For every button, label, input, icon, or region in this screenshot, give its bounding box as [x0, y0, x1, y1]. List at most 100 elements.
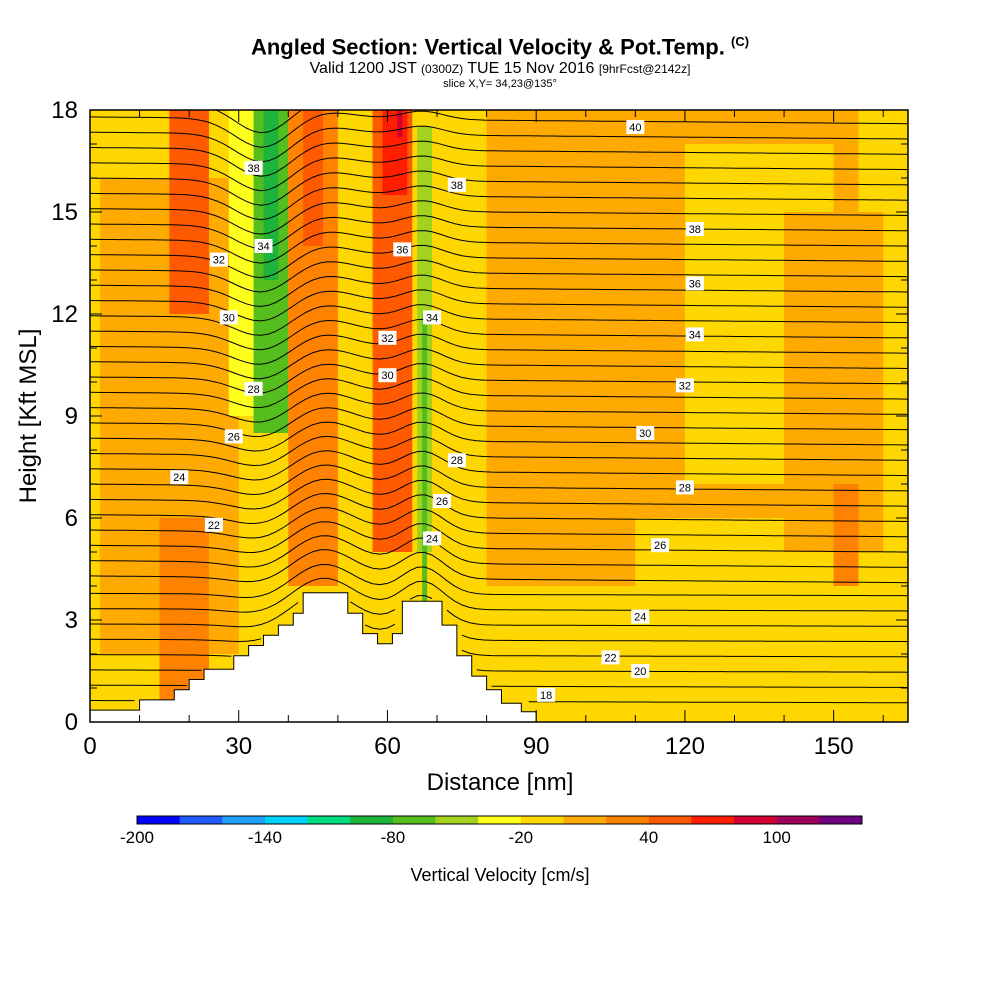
theta-contour-line [90, 478, 908, 510]
title-unit: (C) [731, 34, 750, 49]
contour-label-bg [204, 517, 223, 532]
theta-contour-line [90, 492, 908, 525]
contour-label: 38 [247, 163, 259, 175]
x-tick-label: 120 [665, 733, 705, 760]
theta-contour-line [90, 230, 908, 264]
theta-contour-line [90, 363, 908, 394]
contour-label-bg [685, 327, 704, 342]
contour-label: 30 [381, 370, 393, 382]
y-tick-label: 0 [65, 709, 78, 736]
theta-contour-line [90, 535, 908, 568]
contour-label: 28 [247, 384, 259, 396]
colorbar-swatch [776, 816, 820, 824]
theta-contour-line [90, 521, 908, 554]
theta-contour-line [90, 155, 908, 192]
contour-label-bg [631, 664, 650, 678]
contour-label: 38 [451, 180, 463, 192]
contour-label-bg [244, 160, 263, 175]
contour-label-bg [685, 276, 704, 291]
theta-contour-line [90, 549, 908, 584]
theta-contour-line [90, 304, 908, 336]
theta-contour-line [90, 700, 908, 704]
velocity-cell [342, 144, 378, 586]
contour-label-bg [432, 494, 451, 508]
contour-label: 18 [540, 690, 552, 702]
velocity-cell [159, 518, 209, 705]
theta-contour-line [90, 623, 908, 643]
y-tick-label: 3 [65, 607, 78, 634]
colorbar-swatch [691, 816, 735, 824]
theta-contour-line [90, 333, 908, 365]
contour-label: 34 [426, 312, 438, 324]
chart-subtitle: Valid 1200 JST (0300Z) TUE 15 Nov 2016 [… [0, 60, 1000, 78]
contour-label-bg [651, 538, 670, 553]
contour-label: 20 [634, 666, 646, 678]
colorbar-swatch [520, 816, 564, 824]
contour-label-bg [378, 330, 397, 345]
terrain-profile [89, 592, 537, 723]
theta-contours [90, 110, 908, 704]
colorbar-swatch [307, 816, 351, 824]
theta-contour-line [214, 110, 303, 134]
contour-label: 32 [381, 333, 393, 345]
contour-label: 28 [679, 482, 691, 494]
title-text: Angled Section: Vertical Velocity & Pot.… [250, 34, 725, 60]
contour-labels: 40 38 38 38 36 36 34 34 34 32 32 32 30 30 30 28 28 28 26 26… [170, 120, 704, 702]
velocity-cell [382, 110, 408, 195]
contour-label-bg [393, 242, 412, 257]
contour-label: 34 [257, 241, 269, 253]
contour-label-bg [626, 120, 645, 134]
colorbar-swatch [435, 816, 479, 824]
theta-contour-line [90, 507, 908, 539]
theta-contour-line [90, 274, 908, 307]
theta-contour-line [90, 421, 908, 452]
colorbar-tick-label: 40 [639, 828, 658, 847]
contour-label: 24 [426, 533, 438, 545]
contour-label: 24 [173, 472, 185, 484]
contour-label-bg [254, 239, 273, 253]
valid-utc: (0300Z) [421, 62, 464, 76]
colorbar-tick-label: -20 [509, 828, 534, 847]
x-axis-label: Distance [nm] [427, 769, 574, 796]
velocity-cell [397, 110, 403, 138]
y-tick-label: 18 [51, 97, 78, 124]
colorbar-ticks: -200 -140 -80 -20 40 100 [120, 828, 791, 847]
colorbar-swatch [563, 816, 607, 824]
y-tick-label: 9 [65, 403, 78, 430]
terrain [89, 592, 537, 723]
theta-contour-line [90, 110, 908, 148]
contour-label: 34 [689, 329, 701, 341]
contour-label: 32 [213, 255, 225, 267]
contour-label: 36 [396, 244, 408, 256]
colorbar-tick-label: -140 [248, 828, 282, 847]
theta-contour-line [90, 185, 908, 221]
colorbar-tick-label: -200 [120, 828, 154, 847]
theta-contour-line [90, 377, 908, 408]
contour-label-bg [170, 470, 189, 485]
colorbar [136, 815, 863, 825]
theta-contour-line [90, 215, 908, 250]
x-axis: 0 30 60 90 120 150 [83, 110, 884, 760]
velocity-cell [422, 314, 428, 614]
colorbar-swatch [264, 816, 309, 824]
contour-label: 28 [451, 455, 463, 467]
contour-label-bg [244, 381, 263, 396]
contour-label: 26 [654, 540, 666, 552]
colorbar-swatch [179, 816, 223, 824]
contour-label: 40 [629, 122, 641, 134]
contour-label-bg [675, 480, 694, 495]
contour-label-bg [447, 177, 466, 192]
colorbar-swatch [392, 816, 437, 824]
valid-date: TUE 15 Nov 2016 [467, 60, 595, 77]
contour-label-bg [631, 609, 650, 624]
contour-label: 26 [228, 431, 240, 443]
colorbar-label: Vertical Velocity [cm/s] [410, 865, 589, 885]
theta-contour-line [90, 200, 908, 235]
theta-contour-line [90, 669, 908, 673]
contour-label-bg [378, 368, 397, 383]
theta-contour-line [90, 577, 908, 613]
chart-title: Angled Section: Vertical Velocity & Pot.… [0, 34, 1000, 60]
colorbar-swatch [606, 816, 650, 824]
y-tick-label: 12 [51, 301, 78, 328]
